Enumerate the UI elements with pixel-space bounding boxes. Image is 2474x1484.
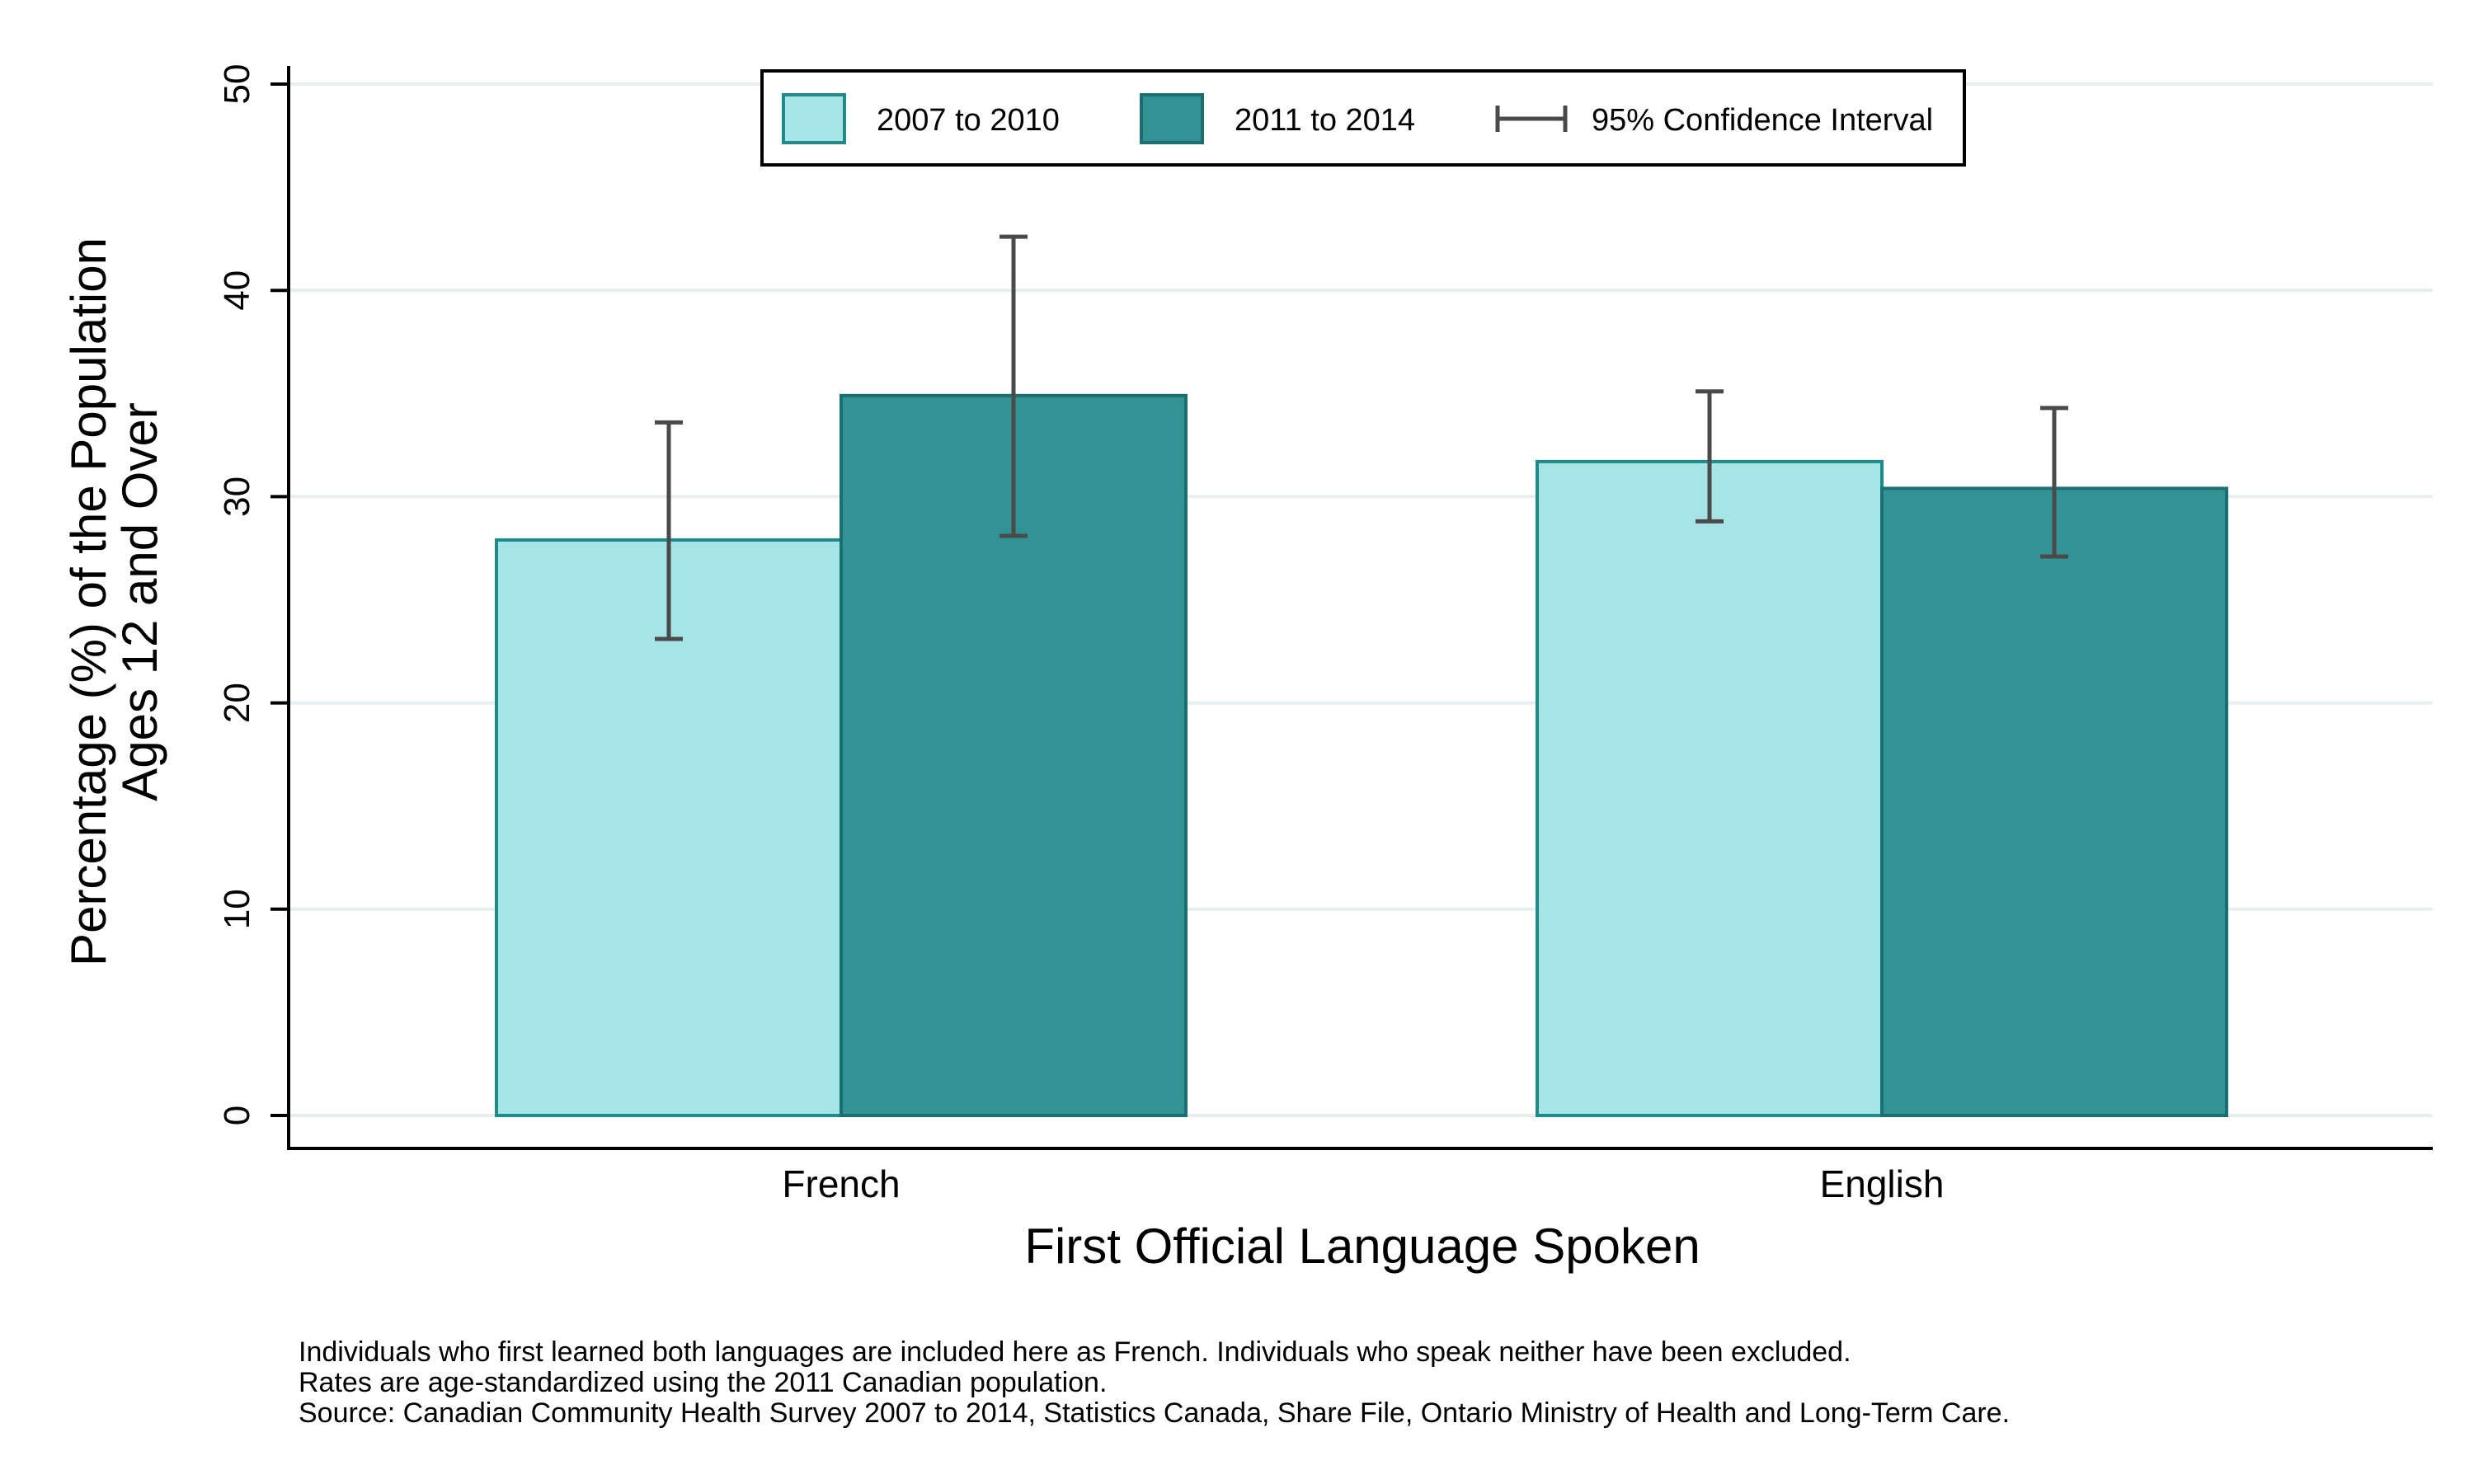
legend-label-2: 2011 to 2014 [1235, 103, 1415, 138]
bar-english-series-2 [1880, 486, 2228, 1117]
y-tick-label-0: 0 [217, 1106, 257, 1125]
y-tick-label-30: 30 [217, 477, 257, 517]
y-tick-label-10: 10 [217, 889, 257, 929]
legend-ci-marker [1495, 106, 1568, 132]
ci-french-series-2 [999, 234, 1028, 538]
ci-english-series-2 [2040, 406, 2068, 559]
x-tick-label-english: English [1820, 1162, 1945, 1205]
axes: 0 10 20 30 40 50 French English [217, 64, 2433, 1205]
bar-english-series-1 [1536, 459, 1884, 1117]
legend-box [760, 69, 1966, 167]
y-axis-title-line-1: Percentage (%) of the Population [61, 237, 116, 966]
footnote-line-3: Source: Canadian Community Health Survey… [299, 1397, 2011, 1429]
x-tick-label-french: French [782, 1162, 900, 1205]
ci-french-series-1 [655, 420, 683, 641]
legend-label-1: 2007 to 2010 [877, 103, 1060, 138]
x-axis-title: First Official Language Spoken [1024, 1219, 1700, 1274]
legend-swatch-series-2 [1140, 93, 1204, 144]
legend-label-3: 95% Confidence Interval [1592, 103, 1933, 138]
confidence-intervals [655, 234, 2068, 641]
footnote-line-2: Rates are age-standardized using the 201… [299, 1367, 1108, 1398]
legend-swatch-series-1 [782, 93, 846, 144]
y-tick-label-50: 50 [217, 64, 257, 105]
y-tick-label-40: 40 [217, 270, 257, 311]
bars [495, 393, 2228, 1117]
y-tick-label-20: 20 [217, 683, 257, 723]
legend: 2007 to 2010 2011 to 2014 95% Confidence I… [760, 69, 1966, 167]
footnote-line-1: Individuals who first learned both langu… [299, 1336, 1851, 1368]
y-axis-title-line-2: Ages 12 and Over [112, 402, 167, 801]
ci-english-series-1 [1696, 389, 1724, 524]
